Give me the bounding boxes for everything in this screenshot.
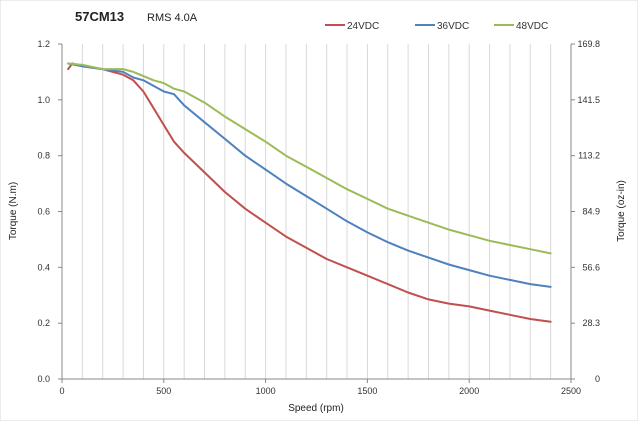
y-tick-label: 0.2 [37, 318, 50, 328]
y2-axis-label: Torque (oz-in) [616, 180, 627, 242]
legend: 24VDC 36VDC 48VDC [325, 21, 548, 32]
y-tick-label: 0.6 [37, 207, 50, 217]
x-tick-label: 0 [59, 386, 64, 396]
y2-tick-label: 0 [595, 374, 600, 384]
y-tick-label: 0.0 [37, 374, 50, 384]
y-axis-label: Torque (N.m) [8, 182, 19, 240]
x-tick-label: 2500 [561, 386, 581, 396]
series-line-36vdc [67, 62, 552, 288]
x-tick-label: 2000 [459, 386, 479, 396]
y-tick-label: 1.2 [37, 39, 50, 49]
tick-labels: 0.0 0.2 0.4 0.6 0.8 1.0 1.2 0 28.3 56.6 84.9 113.2 1… [37, 39, 600, 396]
y-tick-label: 0.8 [37, 151, 50, 161]
legend-label-24vdc: 24VDC [347, 21, 379, 32]
x-tick-label: 1500 [357, 386, 377, 396]
chart-title: 57CM13 [75, 9, 124, 24]
y-tick-label: 1.0 [37, 95, 50, 105]
series-line-24vdc [67, 62, 552, 323]
y2-tick-label: 56.6 [582, 262, 600, 272]
y2-tick-label: 84.9 [582, 207, 600, 217]
series-line-48vdc [67, 62, 552, 255]
legend-label-36vdc: 36VDC [437, 21, 469, 32]
y2-tick-label: 169.8 [577, 39, 600, 49]
y2-tick-label: 141.5 [577, 95, 600, 105]
y2-tick-label: 113.2 [578, 151, 600, 161]
series-lines [67, 62, 552, 323]
x-tick-label: 1000 [256, 386, 276, 396]
x-axis-label: Speed (rpm) [288, 403, 344, 414]
chart-subtitle: RMS 4.0A [147, 12, 198, 24]
x-tick-label: 500 [156, 386, 171, 396]
grid-lines [81, 44, 552, 379]
y2-tick-label: 28.3 [582, 318, 600, 328]
y-tick-label: 0.4 [37, 262, 50, 272]
legend-label-48vdc: 48VDC [516, 21, 548, 32]
